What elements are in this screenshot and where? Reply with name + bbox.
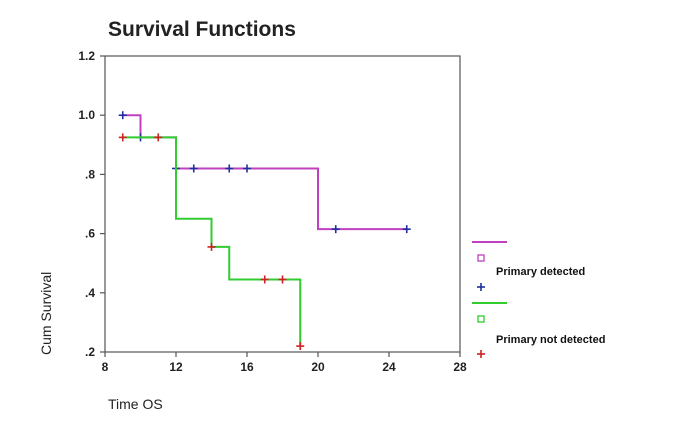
x-tick-label: 16 bbox=[240, 360, 254, 374]
censor-mark bbox=[243, 164, 251, 173]
y-tick-label: 1.2 bbox=[78, 49, 95, 63]
censor-mark bbox=[296, 342, 305, 351]
legend-label: Primary detected bbox=[496, 266, 585, 278]
chart-title: Survival Functions bbox=[108, 18, 296, 41]
y-tick-label: .8 bbox=[85, 167, 95, 181]
censor-mark bbox=[260, 275, 269, 284]
censor-mark bbox=[402, 225, 411, 234]
legend-box-swatch bbox=[477, 254, 485, 262]
series-layer bbox=[118, 111, 411, 351]
legend-item-2: Primary not detected bbox=[472, 302, 605, 358]
censor-mark bbox=[118, 111, 127, 120]
y-axis: .2 .4 .6 .8 1.0 1.2 bbox=[78, 49, 105, 359]
y-tick-label: .2 bbox=[85, 345, 95, 359]
censor-mark bbox=[278, 275, 287, 284]
censor-mark bbox=[207, 242, 216, 251]
legend-box-swatch bbox=[477, 315, 485, 323]
censor-mark bbox=[331, 225, 340, 234]
x-tick-label: 20 bbox=[311, 360, 325, 374]
censor-mark bbox=[225, 164, 234, 173]
x-tick-label: 8 bbox=[102, 360, 109, 374]
x-tick-label: 12 bbox=[169, 360, 183, 374]
y-tick-label: .4 bbox=[85, 286, 95, 300]
x-axis: 8 12 16 20 24 28 bbox=[102, 352, 467, 374]
censor-mark bbox=[154, 133, 163, 142]
legend-label: Primary not detected bbox=[496, 334, 605, 346]
legend-censor-swatch bbox=[477, 350, 485, 358]
y-axis-label: Cum Survival bbox=[38, 272, 54, 355]
legend-item-1: Primary detected bbox=[472, 241, 585, 291]
y-tick-label: 1.0 bbox=[78, 108, 95, 122]
censor-mark bbox=[189, 164, 198, 173]
plot-frame bbox=[104, 55, 461, 353]
x-tick-label: 28 bbox=[453, 360, 467, 374]
legend-censor-swatch bbox=[477, 283, 485, 291]
x-tick-label: 24 bbox=[382, 360, 396, 374]
x-axis-label: Time OS bbox=[108, 396, 163, 412]
legend: Primary detected Primary not detected bbox=[472, 241, 605, 358]
censor-mark bbox=[118, 133, 127, 142]
y-tick-label: .6 bbox=[85, 227, 95, 241]
